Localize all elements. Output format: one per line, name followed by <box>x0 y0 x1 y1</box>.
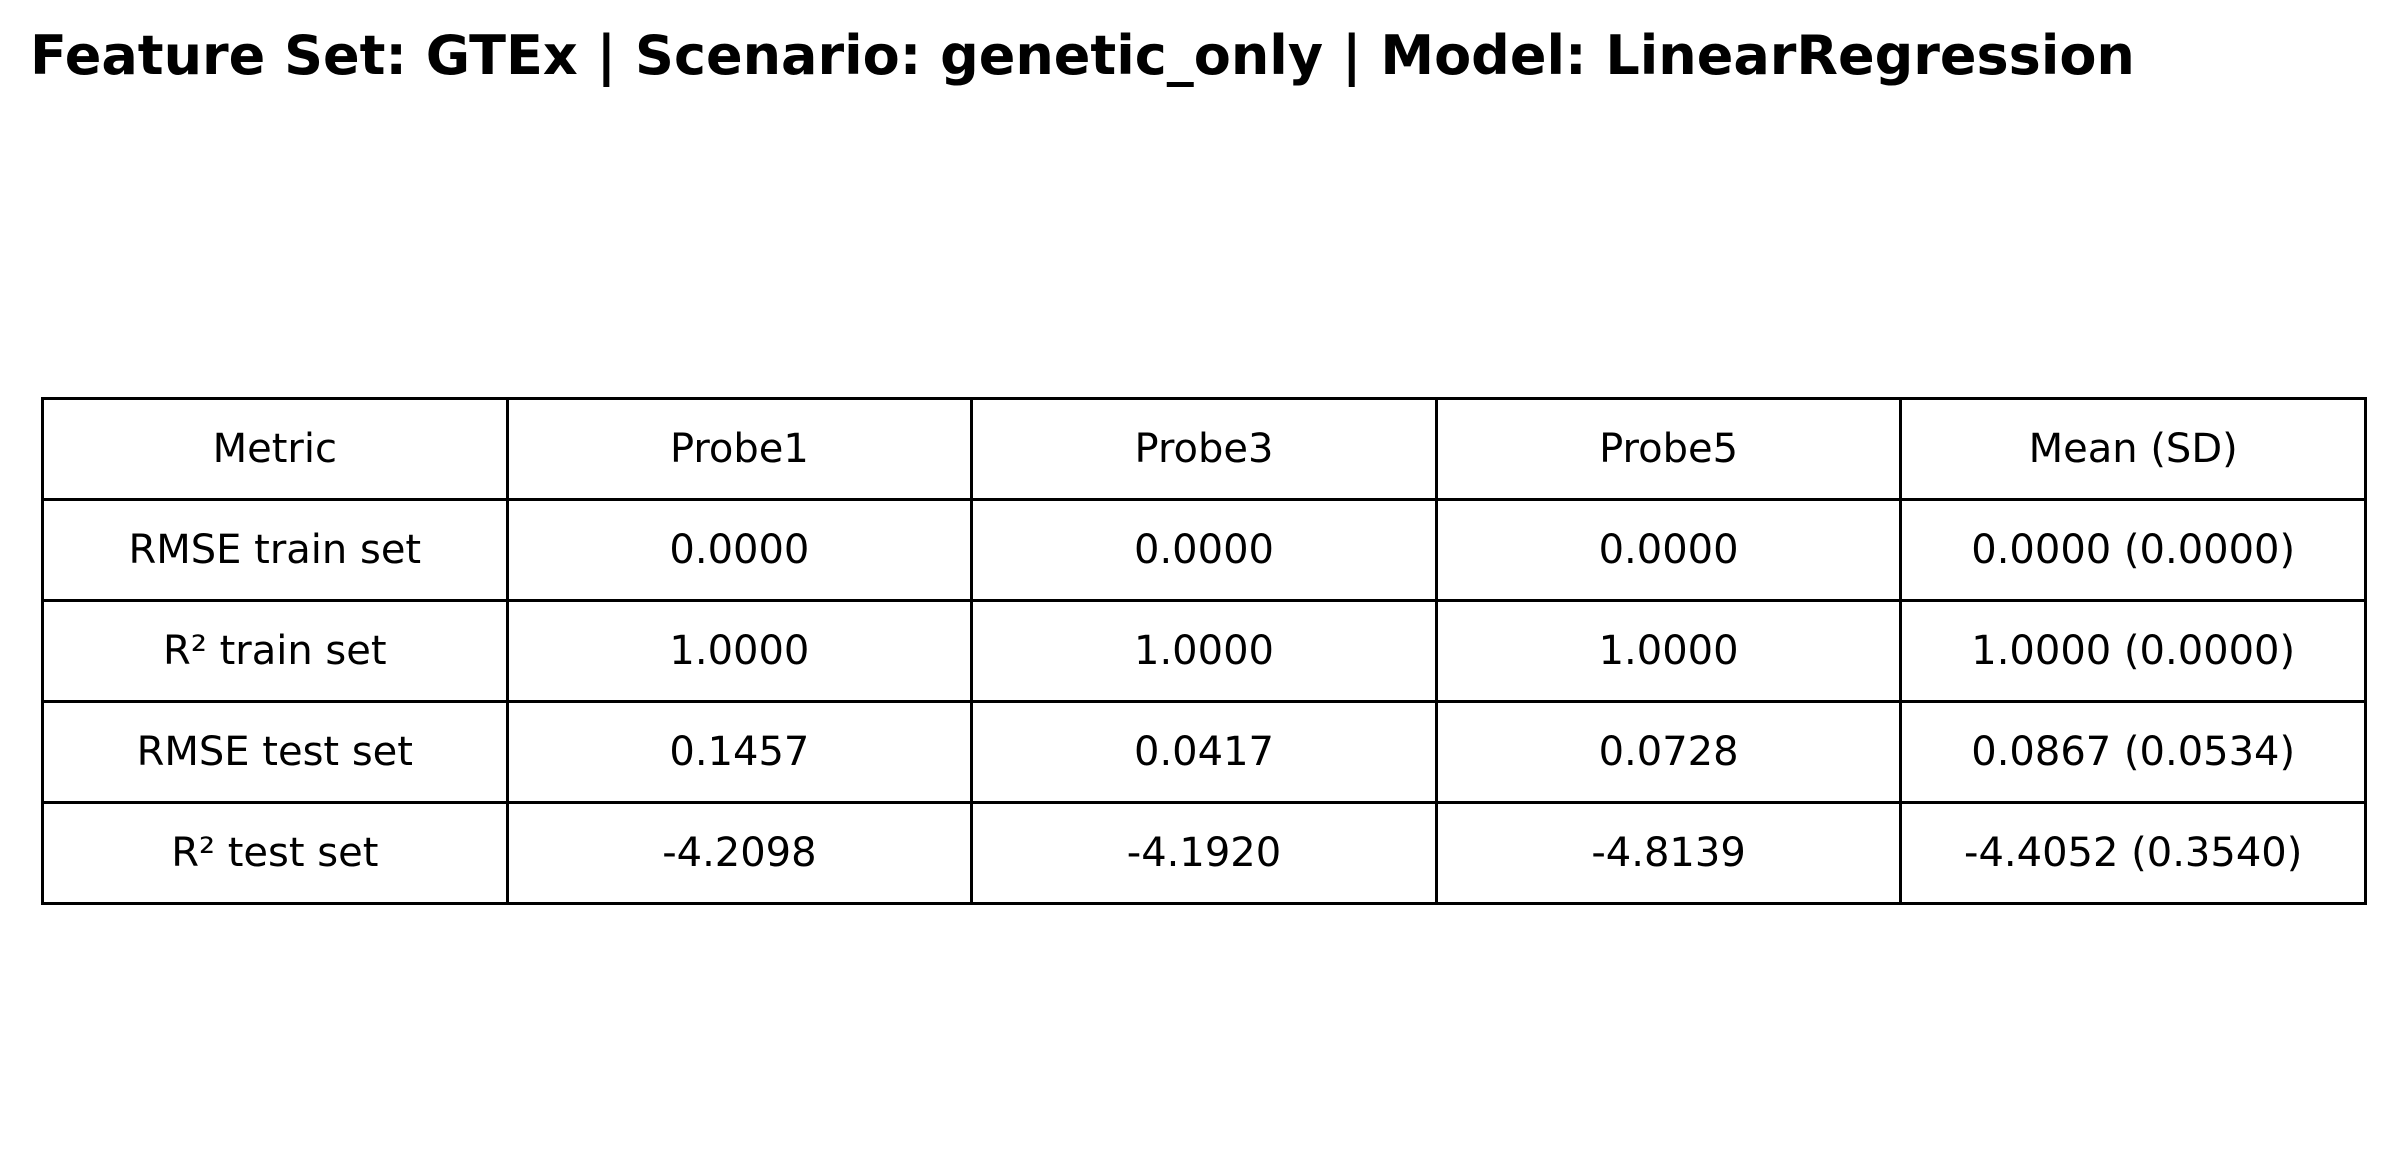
mean-sd-cell: 1.0000 (0.0000) <box>1899 599 2367 703</box>
probe3-cell: 0.0000 <box>970 498 1438 602</box>
metric-cell: R² train set <box>41 599 509 703</box>
probe3-cell: 1.0000 <box>970 599 1438 703</box>
table-row-rmse-train: RMSE train set 0.0000 0.0000 0.0000 0.00… <box>41 498 2367 602</box>
table-row-r2-test: R² test set -4.2098 -4.1920 -4.8139 -4.4… <box>41 801 2367 905</box>
probe3-cell: 0.0417 <box>970 700 1438 804</box>
table-header: Metric Probe1 Probe3 Probe5 Mean (SD) <box>41 397 2367 501</box>
column-header-metric: Metric <box>41 397 509 501</box>
probe5-cell: -4.8139 <box>1434 801 1903 905</box>
probe5-cell: 0.0000 <box>1434 498 1903 602</box>
metric-cell: RMSE test set <box>41 700 509 804</box>
results-table: Metric Probe1 Probe3 Probe5 Mean (SD) RM… <box>41 397 2367 905</box>
column-header-probe3: Probe3 <box>970 397 1438 501</box>
table-row-rmse-test: RMSE test set 0.1457 0.0417 0.0728 0.086… <box>41 700 2367 804</box>
probe1-cell: 1.0000 <box>505 599 974 703</box>
column-header-probe1: Probe1 <box>505 397 974 501</box>
probe1-cell: 0.0000 <box>505 498 974 602</box>
metric-cell: R² test set <box>41 801 509 905</box>
header-row: Metric Probe1 Probe3 Probe5 Mean (SD) <box>41 397 2367 501</box>
metric-cell: RMSE train set <box>41 498 509 602</box>
probe5-cell: 1.0000 <box>1434 599 1903 703</box>
column-header-probe5: Probe5 <box>1434 397 1903 501</box>
column-header-mean-sd: Mean (SD) <box>1899 397 2367 501</box>
table-body: RMSE train set 0.0000 0.0000 0.0000 0.00… <box>41 498 2367 905</box>
mean-sd-cell: 0.0867 (0.0534) <box>1899 700 2367 804</box>
table-row-r2-train: R² train set 1.0000 1.0000 1.0000 1.0000… <box>41 599 2367 703</box>
mean-sd-cell: -4.4052 (0.3540) <box>1899 801 2367 905</box>
probe1-cell: 0.1457 <box>505 700 974 804</box>
probe5-cell: 0.0728 <box>1434 700 1903 804</box>
probe3-cell: -4.1920 <box>970 801 1438 905</box>
mean-sd-cell: 0.0000 (0.0000) <box>1899 498 2367 602</box>
probe1-cell: -4.2098 <box>505 801 974 905</box>
figure-title: Feature Set: GTEx | Scenario: genetic_on… <box>30 24 2135 87</box>
